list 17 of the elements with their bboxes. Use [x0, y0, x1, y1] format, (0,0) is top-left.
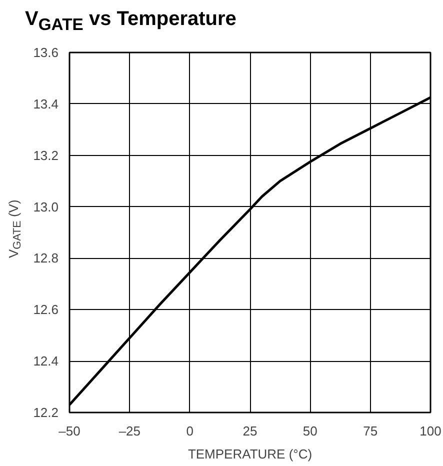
x-tick-label: 100	[420, 424, 442, 438]
chart-title: V$_{GATE}$ vs Temperature	[25, 7, 236, 36]
x-tick-label: 50	[302, 424, 318, 438]
x-axis-title: TEMPERATURE (°C)	[188, 446, 312, 462]
y-tick-label: 13.0	[33, 199, 59, 214]
x-tick-label: 25	[242, 424, 258, 438]
y-tick-label: 13.4	[33, 96, 59, 112]
x-tick-label: 75	[363, 424, 378, 438]
x-tick-label: –25	[118, 424, 141, 438]
y-tick-label: 12.2	[33, 405, 59, 420]
x-tick-label: –50	[58, 424, 80, 438]
y-tick-label: 12.4	[33, 354, 59, 369]
x-tick-label: 0	[186, 424, 194, 438]
y-tick-label: 13.6	[33, 45, 59, 60]
y-tick-label: 12.6	[33, 302, 59, 318]
y-tick-label: 13.2	[33, 148, 59, 163]
y-tick-label: 12.8	[33, 250, 59, 266]
